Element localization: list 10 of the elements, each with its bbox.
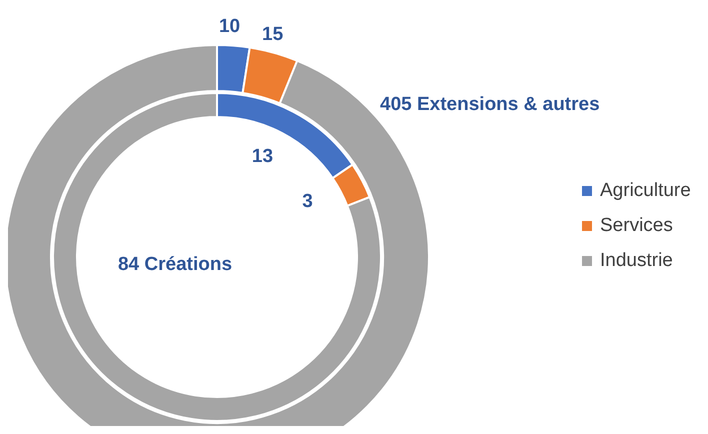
data-label: 3 [302, 191, 313, 212]
legend-label: Agriculture [600, 180, 691, 202]
data-label: 15 [262, 24, 284, 45]
text: 405 Extensions & autres [380, 94, 600, 115]
data-label: 10 [218, 16, 240, 38]
data-label: 13 [252, 146, 274, 168]
donut-slice [52, 92, 382, 422]
legend-label: Industrie [600, 250, 673, 272]
legend-label: Services [600, 215, 673, 237]
text: 84 Créations [118, 254, 232, 275]
